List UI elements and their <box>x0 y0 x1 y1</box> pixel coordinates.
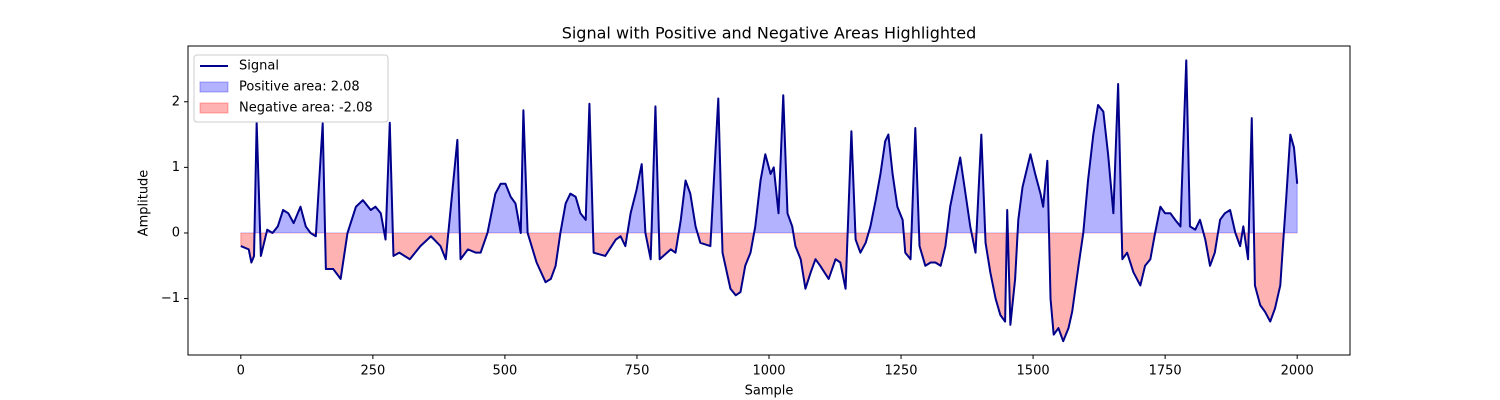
x-tick-label: 2000 <box>1281 364 1314 379</box>
x-tick-label: 500 <box>492 364 517 379</box>
legend-label: Negative area: -2.08 <box>239 101 373 116</box>
y-tick-label: 1 <box>172 160 180 175</box>
legend-patch <box>199 81 229 93</box>
area-fill <box>240 60 1298 233</box>
y-tick-label: −1 <box>161 291 180 306</box>
chart-title: Signal with Positive and Negative Areas … <box>562 24 977 43</box>
x-tick-label: 1000 <box>752 364 785 379</box>
y-axis-label: Amplitude <box>137 170 152 237</box>
y-tick-label: 0 <box>172 225 180 240</box>
x-tick-label: 250 <box>360 364 385 379</box>
x-tick-label: 0 <box>237 364 245 379</box>
y-tick-label: 2 <box>172 94 180 109</box>
x-tick-label: 1500 <box>1017 364 1050 379</box>
legend-label: Positive area: 2.08 <box>239 80 360 95</box>
x-axis-label: Sample <box>745 384 794 399</box>
plot-frame <box>187 45 1351 356</box>
x-tick-label: 750 <box>625 364 650 379</box>
legend-box <box>193 54 389 123</box>
signal-line <box>240 59 1299 343</box>
x-tick-label: 1250 <box>884 364 917 379</box>
legend-patch <box>199 102 229 114</box>
legend-label: Signal <box>239 59 279 74</box>
x-tick-label: 1750 <box>1149 364 1182 379</box>
